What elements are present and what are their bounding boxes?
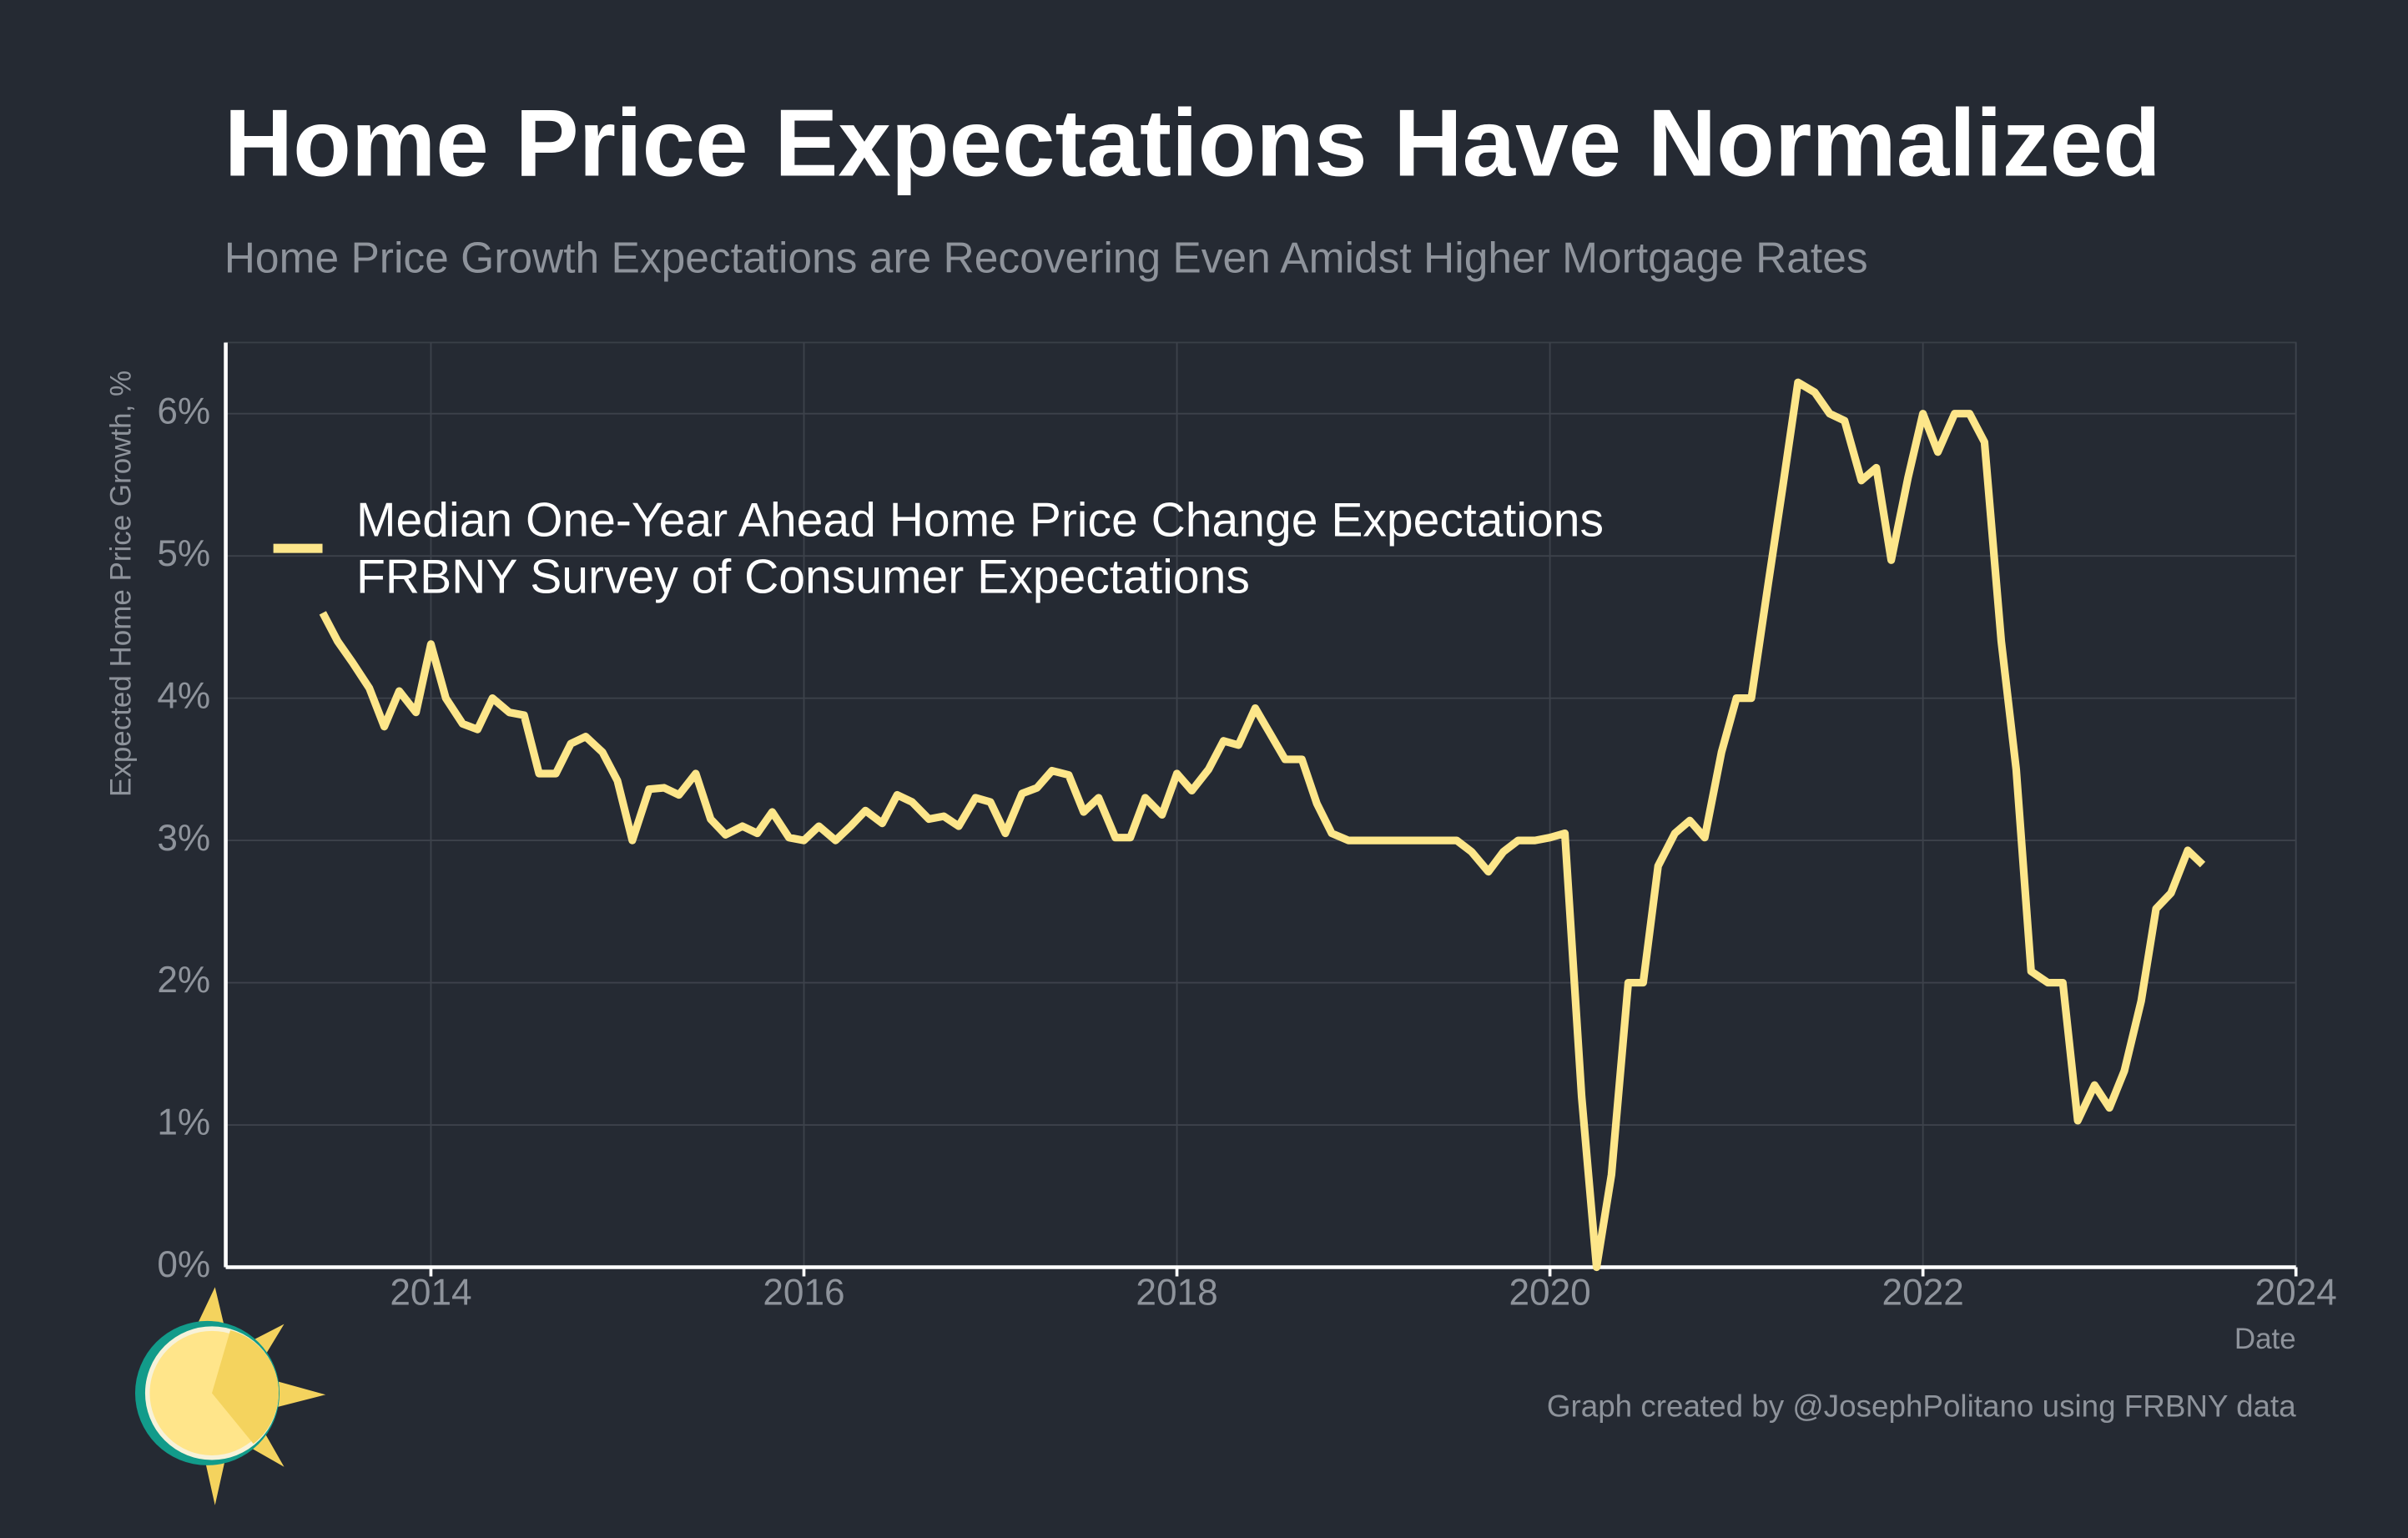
y-axis-label: Expected Home Price Growth, % [104,371,137,797]
x-axis-label: Date [2234,1323,2296,1355]
data-line [319,378,2206,1272]
x-tick-label: 2018 [1136,1272,1217,1313]
chart-subtitle: Home Price Growth Expectations are Recov… [224,234,1868,282]
x-tick-label: 2024 [2255,1272,2337,1313]
x-tick-label: 2022 [1882,1272,1964,1313]
x-tick-label: 2016 [763,1272,844,1313]
logo [134,1287,326,1505]
y-tick-label: 2% [157,960,210,1001]
chart-title: Home Price Expectations Have Normalized [224,91,2161,197]
x-tick-label: 2014 [390,1272,471,1313]
legend-label: Median One-Year Ahead Home Price Change … [356,492,1604,604]
y-tick-label: 0% [157,1244,210,1285]
y-tick-label: 6% [157,391,210,431]
y-tick-label: 1% [157,1102,210,1143]
y-tick-label: 3% [157,818,210,859]
y-tick-label: 5% [157,533,210,574]
caption: Graph created by @JosephPolitano using F… [1547,1389,2296,1424]
y-tick-label: 4% [157,675,210,716]
x-tick-label: 2020 [1509,1272,1590,1313]
